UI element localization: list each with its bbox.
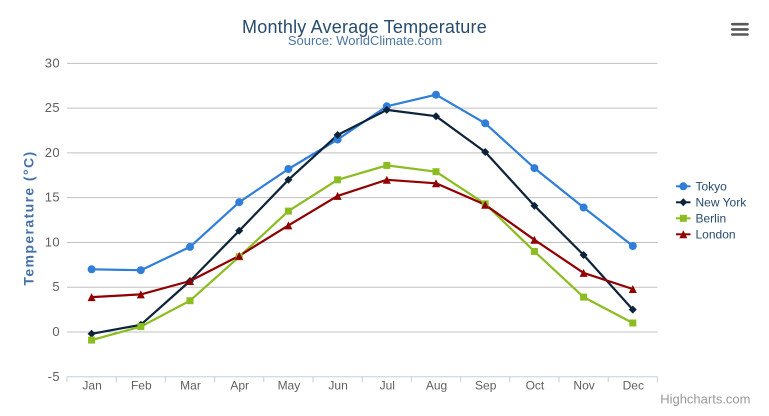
svg-text:May: May	[278, 379, 301, 393]
svg-text:Berlin: Berlin	[696, 212, 727, 226]
svg-text:20: 20	[45, 145, 60, 160]
svg-text:30: 30	[45, 55, 60, 70]
svg-text:Temperature (°C): Temperature (°C)	[21, 150, 37, 285]
svg-text:15: 15	[45, 190, 60, 205]
svg-text:-5: -5	[48, 369, 60, 384]
svg-text:Monthly Average Temperature: Monthly Average Temperature	[242, 17, 487, 37]
svg-text:5: 5	[52, 279, 60, 294]
svg-text:0: 0	[52, 324, 60, 339]
svg-text:Apr: Apr	[230, 379, 249, 393]
svg-text:New York: New York	[696, 196, 748, 210]
svg-text:London: London	[696, 228, 736, 242]
svg-text:25: 25	[45, 100, 60, 115]
svg-text:Tokyo: Tokyo	[696, 180, 728, 194]
svg-text:Mar: Mar	[180, 379, 201, 393]
svg-text:Jan: Jan	[82, 379, 101, 393]
svg-text:Nov: Nov	[573, 379, 594, 393]
svg-text:Jul: Jul	[380, 379, 395, 393]
svg-text:10: 10	[45, 234, 60, 249]
svg-text:Jun: Jun	[328, 379, 347, 393]
svg-text:Highcharts.com: Highcharts.com	[660, 392, 750, 407]
svg-text:Aug: Aug	[426, 379, 447, 393]
svg-text:Oct: Oct	[526, 379, 545, 393]
svg-text:Sep: Sep	[475, 379, 497, 393]
svg-text:Source: WorldClimate.com: Source: WorldClimate.com	[288, 33, 442, 48]
svg-text:Feb: Feb	[131, 379, 152, 393]
svg-text:Dec: Dec	[623, 379, 644, 393]
